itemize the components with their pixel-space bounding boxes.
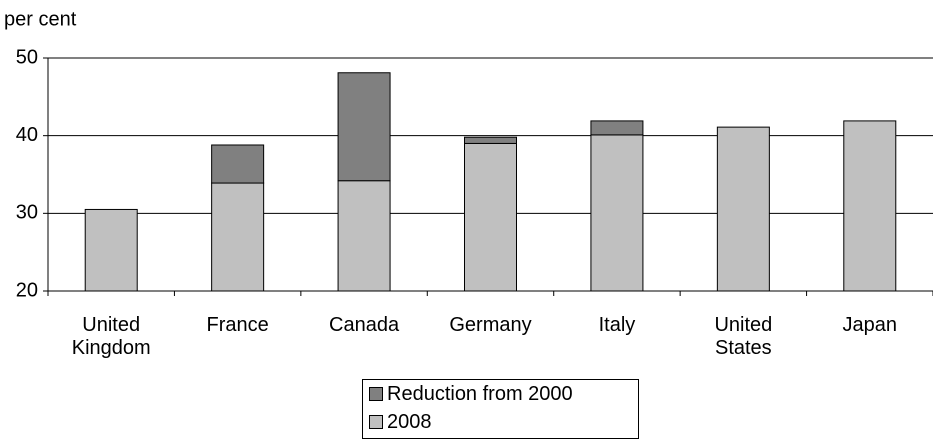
legend-label: Reduction from 2000 xyxy=(387,382,573,405)
bar-segment xyxy=(716,126,770,292)
y-tick-label: 30 xyxy=(16,202,38,224)
legend: Reduction from 2000 2008 xyxy=(362,379,639,439)
legend-swatch xyxy=(369,415,383,429)
x-tick-label: Germany xyxy=(449,314,532,336)
bar-segment xyxy=(464,136,517,144)
bar-segment xyxy=(337,180,391,292)
bar-segment xyxy=(84,208,138,292)
legend-entry: Reduction from 2000 xyxy=(363,380,638,408)
y-axis-label: per cent xyxy=(4,8,77,30)
y-tick-label: 40 xyxy=(16,124,38,146)
legend-entry: 2008 xyxy=(363,408,638,436)
x-tick-label: Japan xyxy=(842,314,898,336)
bar-segment xyxy=(337,72,391,182)
x-tick-label: Italy xyxy=(598,314,636,336)
bar-segment xyxy=(211,182,265,292)
y-tick-label: 20 xyxy=(16,279,38,301)
x-tick-label: France xyxy=(206,314,269,336)
bar-segment xyxy=(464,142,517,292)
bar-segment xyxy=(590,134,644,292)
x-tick-label: United Kingdom xyxy=(71,314,151,359)
legend-label: 2008 xyxy=(387,410,432,433)
x-tick-label: Canada xyxy=(329,314,400,336)
bar-segment xyxy=(843,120,897,292)
legend-swatch xyxy=(369,387,383,401)
bar-segment xyxy=(590,120,644,136)
bar-segment xyxy=(211,144,265,184)
y-tick-label: 50 xyxy=(16,46,38,68)
x-tick-label: United States xyxy=(714,314,773,359)
